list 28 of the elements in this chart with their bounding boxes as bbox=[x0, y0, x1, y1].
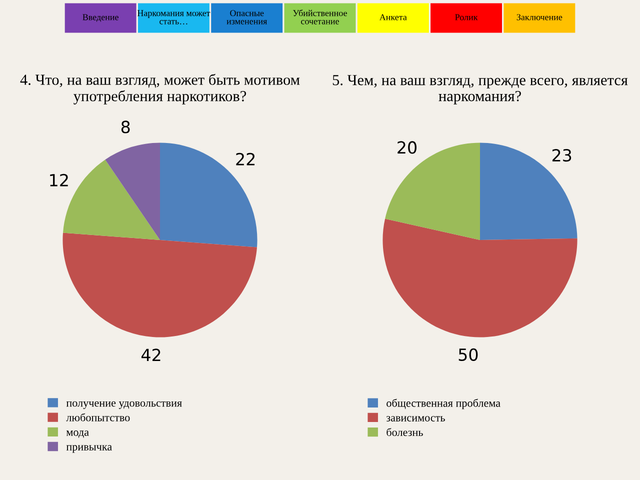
chart-title: 5. Чем, на ваш взгляд, прежде всего, является наркомания? bbox=[332, 75, 628, 104]
data-label: 42 bbox=[141, 348, 160, 362]
data-label: 50 bbox=[458, 348, 478, 361]
text: Убийственное сочетание bbox=[293, 10, 347, 24]
pie-slice bbox=[105, 142, 160, 240]
data-label: 12 bbox=[50, 174, 68, 186]
legend-label: зависимость bbox=[386, 416, 445, 422]
pie-slice bbox=[480, 142, 578, 240]
legend-label: болезнь bbox=[386, 428, 423, 436]
data-label: 22 bbox=[236, 152, 255, 166]
text: Опасные изменения bbox=[226, 10, 268, 24]
text: Анкета bbox=[379, 14, 407, 20]
text: Введение bbox=[82, 14, 118, 22]
text: Ролик bbox=[455, 14, 478, 20]
pie-slice bbox=[382, 218, 578, 338]
legend-label: привычка bbox=[66, 445, 112, 453]
chart-title: 4. Что, на ваш взгляд, может быть мотивом употребления наркотиков? bbox=[20, 74, 300, 104]
data-label: 20 bbox=[398, 141, 416, 154]
legend-label: любопытство bbox=[66, 413, 130, 422]
pie-slice bbox=[385, 142, 480, 240]
data-label: 8 bbox=[121, 120, 130, 134]
pie-slice bbox=[62, 232, 258, 338]
legend-label: общественная проблема bbox=[386, 398, 500, 410]
pie-slice bbox=[160, 142, 258, 248]
text: Заключение bbox=[516, 14, 562, 20]
data-label: 23 bbox=[552, 148, 572, 162]
legend-label: получение удовольствия bbox=[66, 401, 182, 409]
legend-label: мода bbox=[66, 430, 89, 438]
